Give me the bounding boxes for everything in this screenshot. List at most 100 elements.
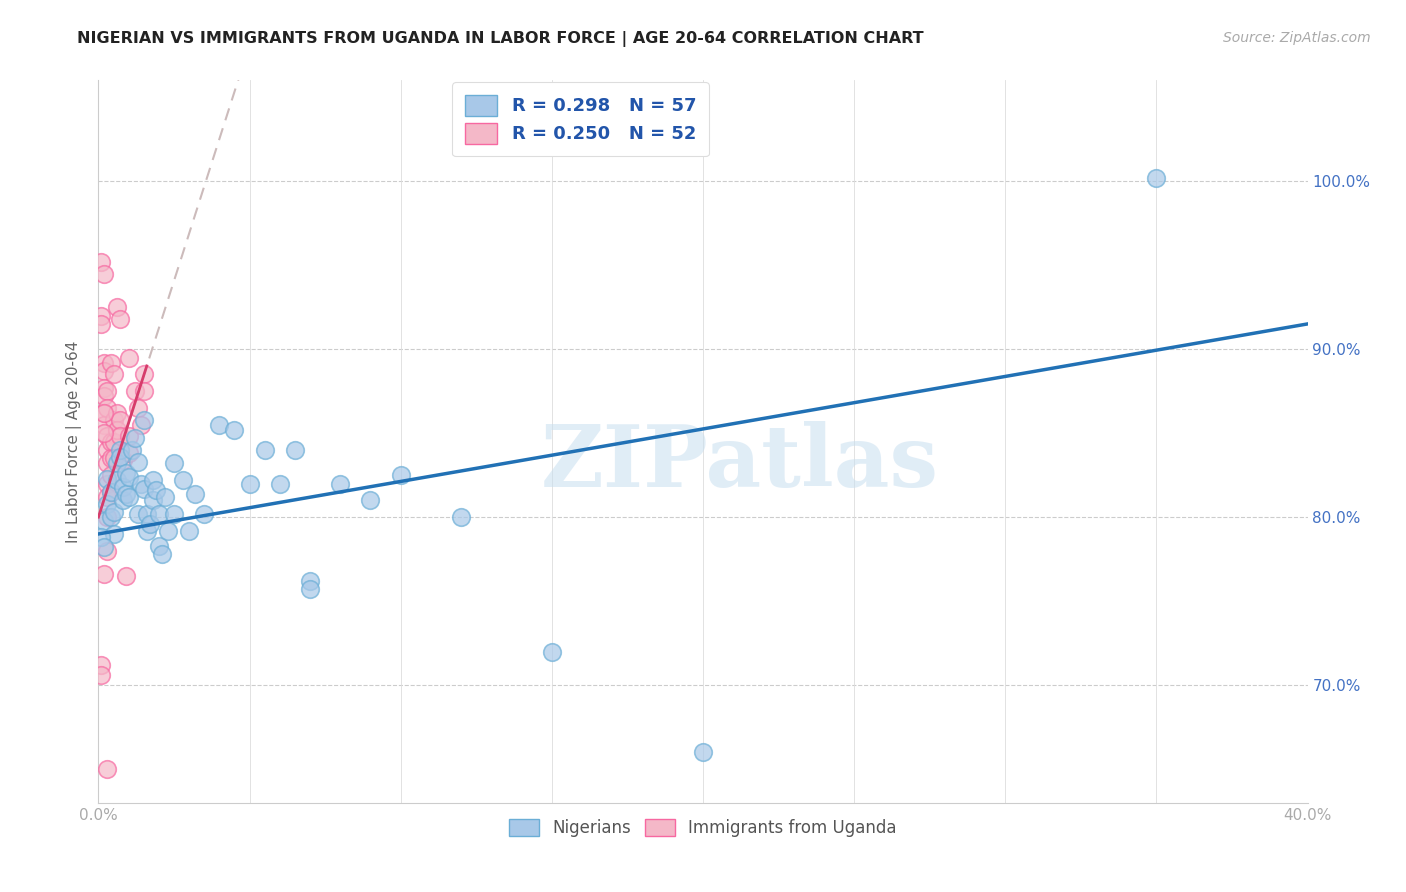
Point [108,429,131,443]
Point [93,364,115,378]
Y-axis label: In Labor Force | Age 20-64: In Labor Force | Age 20-64 [66,341,83,542]
Point [96,490,118,504]
Point [284,442,307,457]
Point [299,582,322,597]
Point [108,413,131,427]
Text: NIGERIAN VS IMMIGRANTS FROM UGANDA IN LABOR FORCE | AGE 20-64 CORRELATION CHART: NIGERIAN VS IMMIGRANTS FROM UGANDA IN LA… [77,31,924,47]
Point [100,468,122,483]
Point [114,486,136,500]
Point [103,368,125,382]
Point [105,473,128,487]
Point [93,417,115,432]
Point [208,417,231,432]
Point [224,423,246,437]
Legend: Nigerians, Immigrants from Uganda: Nigerians, Immigrants from Uganda [501,810,905,845]
Point [96,429,118,443]
Point [184,486,207,500]
Point [163,507,186,521]
Point [96,471,118,485]
Point [103,505,125,519]
Point [93,567,115,582]
Point [145,483,167,498]
Point [93,381,115,395]
Point [100,485,122,500]
Point [93,389,115,403]
Point [96,401,118,415]
Point [105,406,128,420]
Point [156,524,179,538]
Point [96,456,118,470]
Text: ZIPatlas: ZIPatlas [540,421,938,505]
Point [450,510,472,524]
Point [108,442,131,457]
Point [118,446,141,460]
Point [100,355,122,369]
Point [124,431,146,445]
Point [299,574,322,588]
Point [253,442,276,457]
Point [692,745,714,759]
Point [96,384,118,398]
Point [93,541,115,555]
Point [96,497,118,511]
Point [93,426,115,441]
Point [108,311,131,326]
Point [389,468,412,483]
Point [100,485,122,500]
Point [127,455,149,469]
Point [111,480,134,494]
Point [100,434,122,449]
Point [118,470,141,484]
Point [96,762,118,776]
Point [148,507,170,521]
Point [114,569,136,583]
Point [124,384,146,398]
Point [90,668,112,682]
Point [93,355,115,369]
Point [193,507,215,521]
Point [108,450,131,464]
Point [132,368,155,382]
Point [111,453,134,467]
Point [135,507,157,521]
Point [105,456,128,470]
Point [132,384,155,398]
Point [118,351,141,365]
Point [179,524,201,538]
Point [93,267,115,281]
Point [329,476,352,491]
Point [103,413,125,427]
Point [142,473,165,487]
Point [103,451,125,466]
Point [132,413,155,427]
Point [90,530,112,544]
Point [148,539,170,553]
Text: Source: ZipAtlas.com: Source: ZipAtlas.com [1223,31,1371,45]
Point [93,514,115,528]
Point [239,476,262,491]
Point [96,543,118,558]
Point [118,490,141,504]
Point [153,490,176,504]
Point [135,524,157,538]
Point [93,406,115,420]
Point [142,493,165,508]
Point [114,467,136,481]
Point [100,883,122,892]
Point [127,507,149,521]
Point [96,510,118,524]
Point [96,476,118,491]
Point [150,547,173,561]
Point [127,401,149,415]
Point [129,476,152,491]
Point [103,527,125,541]
Point [118,429,141,443]
Point [90,254,112,268]
Point [105,300,128,314]
Point [360,493,382,508]
Point [93,406,115,420]
Point [90,309,112,323]
Point [121,442,143,457]
Point [105,423,128,437]
Point [163,456,186,470]
